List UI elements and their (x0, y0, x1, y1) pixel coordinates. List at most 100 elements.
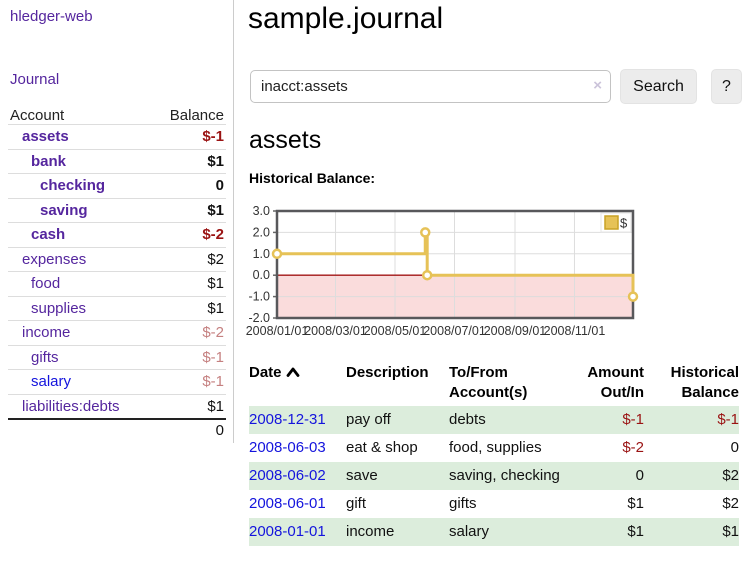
svg-text:2008/05/01: 2008/05/01 (364, 324, 427, 338)
register-row: 2008-06-03 eat & shop food, supplies $-2… (249, 434, 739, 462)
account-link-liabilities-debts[interactable]: liabilities:debts (22, 397, 120, 415)
accounts-header: Account Balance (8, 103, 226, 124)
account-link-food[interactable]: food (31, 275, 61, 293)
nav-journal-link[interactable]: Journal (10, 71, 60, 88)
account-balance: $1 (207, 275, 224, 293)
account-row: assets $-1 (8, 124, 226, 149)
svg-text:2008/11/01: 2008/11/01 (544, 324, 606, 338)
search-button[interactable]: Search (620, 69, 697, 104)
transaction-accounts: salary (449, 518, 571, 546)
transaction-balance: 0 (730, 439, 739, 456)
account-link-checking[interactable]: checking (40, 177, 106, 195)
account-row: cash $-2 (8, 222, 226, 247)
account-link-bank[interactable]: bank (31, 152, 67, 170)
svg-text:$: $ (620, 216, 628, 231)
svg-text:1.0: 1.0 (253, 247, 270, 261)
balance-chart-svg: 2008/01/012008/03/012008/05/012008/07/01… (246, 204, 639, 338)
account-row: expenses $2 (8, 246, 226, 272)
header-amount: Amount Out/In (587, 364, 644, 401)
register-row: 2008-01-01 income salary $1 $1 (249, 518, 739, 546)
account-balance: $1 (207, 201, 224, 219)
account-link-salary[interactable]: salary (31, 373, 72, 391)
svg-text:2008/07/01: 2008/07/01 (423, 324, 486, 338)
account-row: salary $-1 (8, 369, 226, 394)
account-link-cash[interactable]: cash (31, 226, 66, 244)
header-description: Description (346, 364, 429, 381)
transaction-description: gift (346, 495, 367, 512)
svg-text:2008/01/01: 2008/01/01 (246, 324, 309, 338)
transaction-date-link[interactable]: 2008-12-31 (249, 411, 326, 428)
accounts-total-balance: 0 (215, 422, 224, 439)
chart-title: Historical Balance: (249, 170, 376, 186)
help-button[interactable]: ? (711, 69, 742, 104)
transaction-amount: $-2 (622, 439, 644, 456)
header-balance: Historical Balance (670, 364, 739, 401)
header-date[interactable]: Date (249, 361, 346, 406)
register-table: Date Description To/From Account(s) Amou… (249, 361, 739, 546)
transaction-balance: $2 (644, 462, 739, 490)
historical-balance-chart: 2008/01/01 2008/03/01 2008/05/01 2008/07/01… (240, 198, 740, 346)
transaction-date-link[interactable]: 2008-01-01 (249, 523, 326, 540)
sidebar: hledger-web Journal Account Balance asse… (0, 0, 234, 443)
app-title-link[interactable]: hledger-web (10, 8, 93, 25)
sort-ascending-icon (286, 364, 300, 384)
register-row: 2008-06-02 save saving, checking 0 $2 (249, 462, 739, 490)
accounts-panel: Account Balance assets $-1 bank $1 checkin… (8, 103, 226, 441)
account-row: saving $1 (8, 197, 226, 223)
main-content: sample.journal × Search ? assets Histori… (246, 0, 742, 546)
account-row: liabilities:debts $1 (8, 393, 226, 419)
clear-search-icon[interactable]: × (593, 77, 602, 94)
transaction-description: pay off (346, 406, 449, 434)
accounts-header-account: Account (10, 107, 65, 124)
register-row: 2008-12-31 pay off debts $-1 $-1 (249, 406, 739, 434)
transaction-date-link[interactable]: 2008-06-03 (249, 439, 326, 456)
account-balance: 0 (215, 177, 224, 195)
transaction-amount: 0 (571, 462, 644, 490)
account-link-gifts[interactable]: gifts (31, 348, 59, 366)
transaction-balance: $1 (644, 518, 739, 546)
transaction-date-link[interactable]: 2008-06-01 (249, 495, 326, 512)
transaction-accounts: saving, checking (449, 462, 571, 490)
svg-text:2.0: 2.0 (253, 225, 270, 239)
account-row: bank $1 (8, 148, 226, 174)
account-row: supplies $1 (8, 295, 226, 321)
transaction-accounts: gifts (449, 495, 477, 512)
account-balance: $-2 (202, 324, 224, 342)
transaction-description: save (346, 462, 449, 490)
account-link-income[interactable]: income (22, 324, 71, 342)
account-link-expenses[interactable]: expenses (22, 250, 87, 268)
account-balance: $1 (207, 397, 224, 415)
account-balance: $2 (207, 250, 224, 268)
account-balance: $-1 (202, 348, 224, 366)
account-row: food $1 (8, 271, 226, 296)
transaction-amount: $1 (627, 495, 644, 512)
search-form: × Search ? (250, 69, 742, 104)
transaction-description: eat & shop (346, 439, 418, 456)
account-balance: $-1 (202, 373, 224, 391)
account-heading: assets (249, 126, 322, 154)
svg-text:-2.0: -2.0 (248, 311, 270, 325)
transaction-accounts: food, supplies (449, 439, 542, 456)
svg-text:-1.0: -1.0 (248, 290, 270, 304)
account-link-assets[interactable]: assets (22, 128, 69, 146)
register-row: 2008-06-01 gift gifts $1 $2 (249, 490, 739, 518)
register-header-row: Date Description To/From Account(s) Amou… (249, 361, 739, 406)
account-link-supplies[interactable]: supplies (31, 299, 87, 317)
transaction-accounts: debts (449, 406, 571, 434)
transaction-balance: $2 (722, 495, 739, 512)
account-balance: $-2 (202, 226, 224, 244)
page-title: sample.journal (248, 2, 444, 35)
account-link-saving[interactable]: saving (40, 201, 88, 219)
svg-text:2008/09/01: 2008/09/01 (484, 324, 547, 338)
account-balance: $-1 (202, 128, 224, 146)
transaction-amount: $-1 (571, 406, 644, 434)
transaction-date-link[interactable]: 2008-06-02 (249, 467, 326, 484)
transaction-description: income (346, 518, 449, 546)
svg-text:2008/03/01: 2008/03/01 (304, 324, 367, 338)
svg-text:3.0: 3.0 (253, 204, 270, 218)
account-row: income $-2 (8, 320, 226, 345)
account-balance: $1 (207, 152, 224, 170)
transaction-balance: $-1 (644, 406, 739, 434)
search-input[interactable] (250, 70, 611, 103)
account-row: gifts $-1 (8, 344, 226, 370)
